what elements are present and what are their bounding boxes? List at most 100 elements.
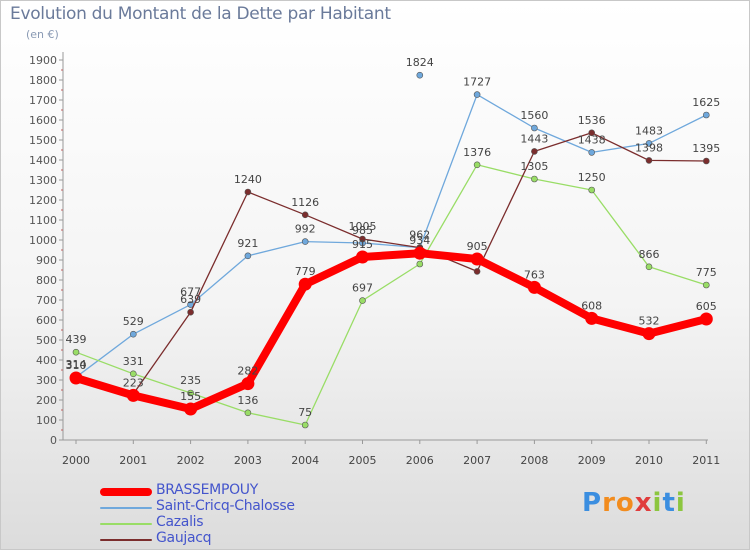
x-tick-label: 2003 (234, 454, 262, 467)
logo-letter: i (652, 488, 663, 518)
x-tick-label: 2001 (119, 454, 147, 467)
data-point-brassempouy (642, 327, 656, 341)
x-tick-label: 2005 (349, 454, 377, 467)
y-tick-label: 1000 (29, 234, 57, 247)
data-label-brassempouy: 155 (180, 390, 201, 403)
x-tick-label: 2004 (291, 454, 319, 467)
y-tick-label: 900 (36, 254, 57, 267)
data-point-cazalis (187, 389, 194, 397)
proxiti-logo: Proxiti (582, 488, 686, 518)
data-point-saint-cricq-chalosse (702, 111, 710, 119)
data-point-cazalis (531, 175, 538, 183)
logo-letter: t (662, 488, 676, 518)
x-tick-label: 2000 (62, 454, 90, 467)
data-point-cazalis (130, 370, 137, 378)
data-label-cazalis: 235 (180, 374, 201, 387)
data-point-gaujacq (187, 308, 194, 316)
data-point-brassempouy (69, 371, 83, 385)
logo-letter: r (602, 488, 616, 518)
data-point-cazalis (645, 263, 653, 271)
legend-label: Saint-Cricq-Chalosse (156, 498, 295, 514)
y-tick-label: 400 (36, 354, 57, 367)
data-label-gaujacq: 639 (180, 293, 201, 306)
data-point-cazalis (588, 186, 596, 194)
y-tick-label: 1200 (29, 194, 57, 207)
data-point-brassempouy (413, 246, 427, 260)
data-point-gaujacq (473, 268, 481, 275)
data-label-saint-cricq-chalosse: 921 (237, 237, 258, 250)
y-tick-label: 200 (36, 394, 57, 407)
data-label-saint-cricq-chalosse: 1483 (635, 124, 663, 137)
legend-label: BRASSEMPOUY (156, 482, 259, 498)
data-label-brassempouy: 915 (352, 238, 373, 251)
y-tick-label: 1400 (29, 154, 57, 167)
data-point-cazalis (72, 348, 80, 356)
data-label-saint-cricq-chalosse: 1727 (463, 76, 491, 89)
data-label-cazalis: 697 (352, 282, 373, 295)
series-line-gaujacq (75, 132, 707, 395)
data-point-brassempouy (699, 312, 713, 326)
data-point-cazalis (359, 297, 366, 304)
legend-swatch (100, 523, 152, 525)
data-label-saint-cricq-chalosse: 992 (295, 223, 316, 236)
data-point-brassempouy (241, 377, 255, 391)
data-label-brassempouy: 310 (66, 359, 87, 372)
data-label-cazalis: 1376 (463, 146, 491, 159)
data-label-saint-cricq-chalosse: 1824 (406, 56, 434, 69)
data-label-cazalis: 1305 (520, 160, 548, 173)
logo-letter: x (634, 488, 653, 518)
data-point-gaujacq (301, 211, 309, 219)
y-tick-label: 1100 (29, 214, 57, 227)
data-label-cazalis: 775 (696, 266, 717, 279)
data-label-gaujacq: 1443 (520, 132, 548, 145)
data-label-cazalis: 866 (639, 248, 660, 261)
data-point-saint-cricq-chalosse (588, 149, 596, 156)
series-line-saint-cricq-chalosse (75, 93, 707, 378)
data-label-saint-cricq-chalosse: 314 (66, 358, 87, 371)
y-tick-label: 1700 (29, 94, 57, 107)
series-line-brassempouy (72, 249, 711, 413)
data-label-saint-cricq-chalosse: 529 (123, 315, 144, 328)
data-point-cazalis (473, 161, 481, 169)
data-label-saint-cricq-chalosse: 677 (180, 286, 201, 299)
data-label-saint-cricq-chalosse: 1438 (578, 133, 606, 146)
data-label-saint-cricq-chalosse: 1560 (520, 109, 548, 122)
y-tick-label: 1300 (29, 174, 57, 187)
data-point-brassempouy (126, 388, 140, 402)
data-point-gaujacq (359, 235, 366, 243)
data-point-cazalis (301, 421, 309, 429)
logo-letter: i (675, 488, 686, 518)
logo-letter: P (582, 488, 603, 518)
data-point-cazalis (416, 260, 424, 268)
data-label-gaujacq: 1126 (291, 196, 319, 209)
y-tick-label: 1600 (29, 114, 57, 127)
x-tick-label: 2011 (692, 454, 720, 467)
data-point-gaujacq (531, 148, 538, 155)
data-point-saint-cricq-chalosse (473, 91, 481, 98)
data-label-brassempouy: 282 (237, 365, 258, 378)
data-point-cazalis (244, 409, 252, 417)
data-point-brassempouy (470, 252, 484, 266)
y-tick-label: 300 (36, 374, 57, 387)
legend-swatch (100, 488, 152, 496)
data-label-cazalis: 75 (298, 406, 312, 419)
data-point-brassempouy (298, 277, 312, 291)
legend-label: Cazalis (156, 514, 204, 530)
data-point-saint-cricq-chalosse (645, 140, 653, 147)
y-tick-label: 800 (36, 274, 57, 287)
data-label-gaujacq: 1398 (635, 141, 663, 154)
data-label-gaujacq: 1536 (578, 114, 606, 127)
data-label-brassempouy: 223 (123, 376, 144, 389)
x-tick-label: 2008 (520, 454, 548, 467)
y-tick-label: 500 (36, 334, 57, 347)
data-label-gaujacq: 1240 (234, 173, 262, 186)
y-tick-label: 1900 (29, 54, 57, 67)
data-point-gaujacq (702, 157, 710, 165)
x-tick-label: 2002 (177, 454, 205, 467)
data-point-gaujacq (588, 129, 596, 137)
data-label-saint-cricq-chalosse: 985 (352, 224, 373, 237)
chart-title: Evolution du Montant de la Dette par Hab… (10, 4, 391, 24)
data-label-cazalis: 439 (66, 333, 87, 346)
data-point-brassempouy (356, 250, 369, 264)
